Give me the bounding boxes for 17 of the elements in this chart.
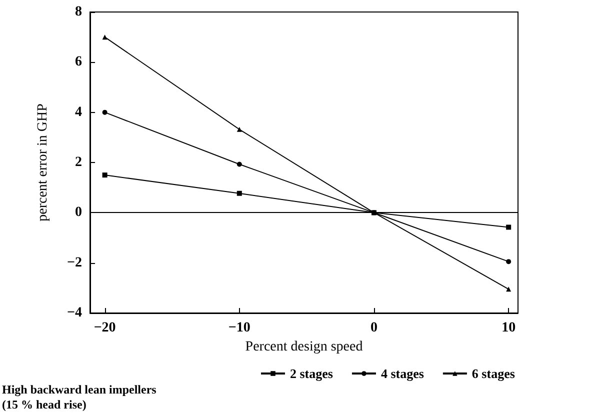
y-tick-label: −4: [67, 306, 82, 320]
y-tick-label: −2: [67, 255, 82, 270]
x-tick-label: −10: [228, 320, 250, 336]
legend-label: 6 stages: [472, 366, 515, 381]
x-tick-label: 0: [370, 320, 378, 336]
y-tick-label: 2: [75, 155, 82, 170]
y-axis-title: percent error in GHP: [36, 103, 50, 222]
text: High backward lean impellers (15 % head rise): [2, 382, 157, 412]
y-tick-label: 6: [75, 54, 82, 70]
y-tick-label: 0: [75, 205, 82, 220]
x-axis-title: Percent design speed: [245, 339, 363, 354]
legend-label: 4 stages: [380, 366, 424, 381]
x-tick-label: 10: [502, 320, 516, 336]
y-tick-label: 4: [75, 104, 82, 120]
x-tick-label: −20: [94, 320, 116, 336]
y-tick-label: 8: [75, 4, 82, 20]
legend-label: 2 stages: [290, 366, 333, 381]
